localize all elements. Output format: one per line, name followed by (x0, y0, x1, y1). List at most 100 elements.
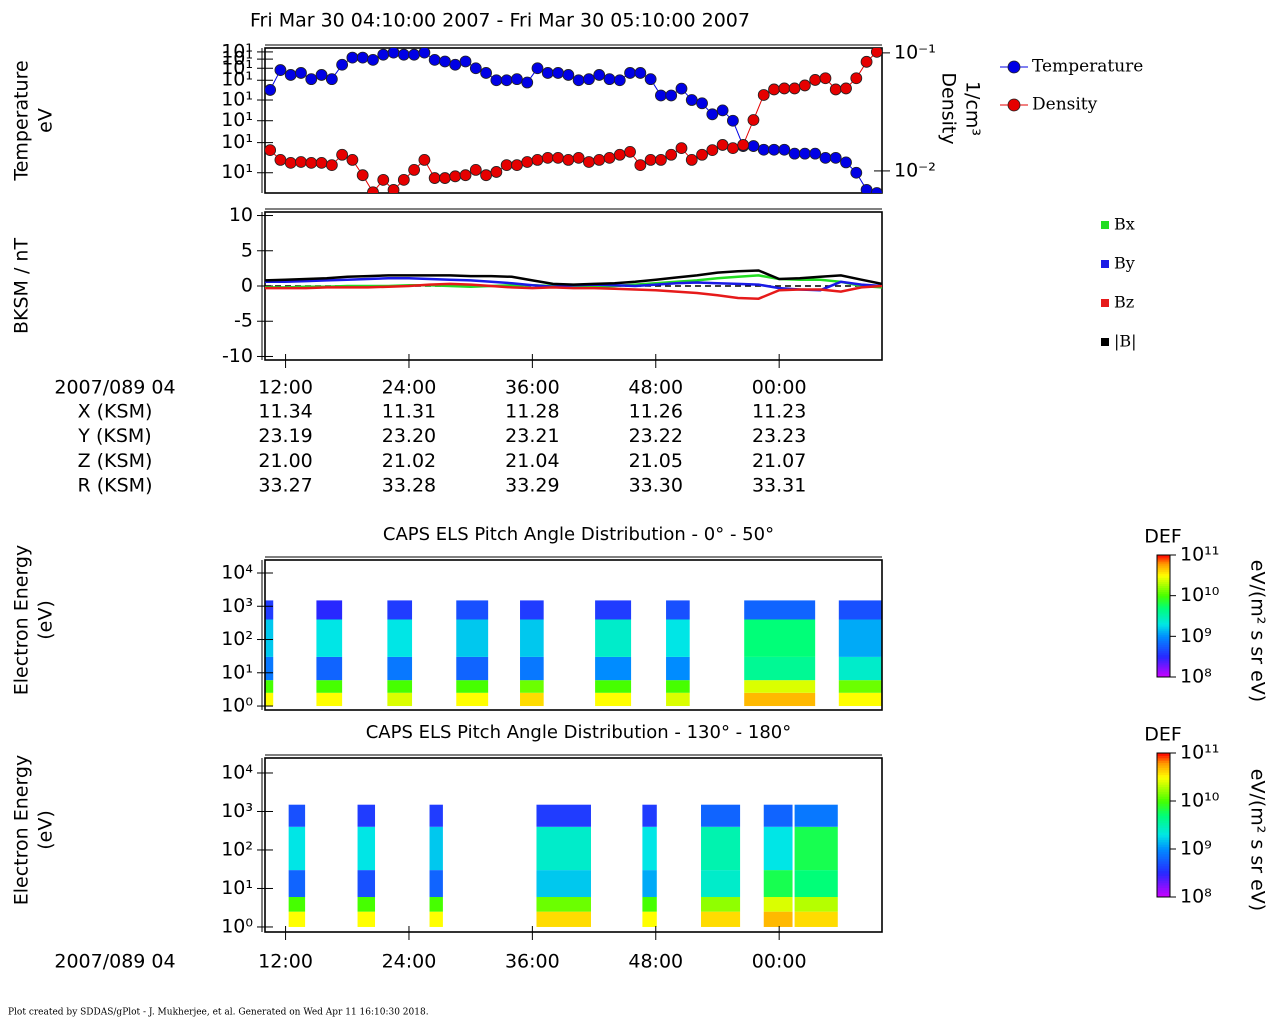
data-point (408, 48, 421, 61)
y-tick-label: 0 (241, 275, 253, 297)
ephemeris-value: 11.31 (382, 401, 436, 423)
spectrogram-cell (794, 911, 838, 927)
spectrogram-cell (357, 911, 376, 927)
spectrogram-cell (763, 826, 793, 871)
colorbar-step (1157, 841, 1170, 845)
data-point (500, 159, 513, 172)
colorbar-step (1157, 877, 1170, 881)
spectrogram-cell (536, 911, 591, 927)
colorbar-step (1157, 672, 1170, 676)
spectrogram-cell (316, 656, 343, 681)
y-axis-unit: (eV) (35, 810, 57, 850)
colorbar-step (1157, 660, 1170, 664)
data-point (387, 184, 400, 193)
colorbar-step (1157, 650, 1170, 654)
data-point (665, 89, 678, 102)
spectrogram-cell (456, 692, 489, 707)
colorbar-step (1157, 666, 1170, 670)
spectrogram-cell (838, 680, 882, 693)
x-tick-label: 00:00 (752, 951, 807, 973)
data-point (716, 139, 729, 151)
data-point (726, 142, 739, 155)
colorbar-step (1157, 634, 1170, 637)
spectrogram-cell (701, 897, 741, 912)
spectrogram-cell (357, 870, 376, 898)
spectrogram-cell (456, 619, 489, 657)
ephemeris-value: 33.29 (505, 475, 559, 497)
data-point (840, 82, 852, 95)
data-point (265, 84, 277, 96)
spectrogram-cell (838, 600, 882, 620)
data-point (459, 169, 472, 182)
data-point (788, 147, 801, 160)
colorbar-step (1157, 640, 1170, 643)
spectrogram-cell (744, 680, 816, 693)
data-point (418, 48, 431, 59)
data-point (613, 148, 626, 161)
colorbar-step (1157, 642, 1170, 645)
data-point (336, 148, 349, 161)
colorbar-step (1157, 616, 1170, 619)
colorbar-step (1157, 636, 1170, 639)
y-tick-label: 10 (229, 204, 253, 226)
spectrogram-cell (316, 619, 343, 657)
colorbar-tick-label: 10⁹ (1180, 838, 1212, 860)
colorbar-step (1157, 597, 1170, 601)
ephemeris-value: 11.23 (752, 401, 806, 423)
spectrogram-cell (763, 804, 793, 827)
data-point (521, 76, 534, 89)
ephemeris-value: 23.19 (258, 425, 312, 447)
legend-swatch (1101, 299, 1109, 307)
colorbar-step (1157, 632, 1170, 635)
colorbar-step (1157, 839, 1170, 843)
spectrogram-cell (536, 897, 591, 912)
colorbar-step (1157, 837, 1170, 840)
colorbar-step (1157, 656, 1170, 660)
colorbar-step (1157, 579, 1170, 582)
panel-title: CAPS ELS Pitch Angle Distribution - 130°… (366, 722, 792, 743)
colorbar-step (1157, 803, 1170, 807)
data-point (860, 55, 873, 68)
data-point (511, 159, 523, 172)
spectrogram-cell (744, 619, 816, 657)
colorbar-step (1157, 868, 1170, 872)
data-point (480, 169, 492, 182)
ephemeris-value: 21.00 (258, 450, 312, 472)
spectrogram-cell (642, 804, 657, 827)
y-tick-label: 10¹ (221, 48, 253, 70)
colorbar-step (1157, 622, 1170, 625)
colorbar-step (1157, 605, 1170, 609)
colorbar-step (1157, 887, 1170, 891)
ephemeris-value: 33.30 (629, 475, 683, 497)
colorbar-step (1157, 555, 1170, 558)
data-point (788, 82, 801, 95)
data-point (706, 108, 719, 121)
data-point (706, 144, 719, 157)
data-point (685, 94, 698, 106)
legend-swatch (1101, 221, 1109, 229)
colorbar-step (1157, 858, 1170, 862)
ephemeris-value: 23.21 (505, 425, 559, 447)
y2-axis-label: Density (938, 72, 960, 144)
y-tick-label: 10³ (221, 800, 253, 822)
x-tick-label: 48:00 (628, 951, 683, 973)
data-point (696, 148, 708, 161)
data-point (634, 67, 647, 79)
colorbar-step (1157, 620, 1170, 623)
ephemeris-value: 23.20 (382, 425, 436, 447)
spectrogram-cell (744, 692, 816, 707)
legend-marker (1007, 60, 1021, 74)
y-tick-label: 10² (221, 838, 253, 860)
colorbar-step (1157, 577, 1170, 580)
colorbar-step (1157, 885, 1170, 888)
spectrogram-cell (265, 600, 274, 620)
colorbar-step (1157, 767, 1170, 771)
colorbar-step (1157, 662, 1170, 666)
data-point (367, 186, 379, 193)
spectrogram-cell (387, 600, 413, 620)
colorbar-step (1157, 791, 1170, 795)
legend-label: By (1114, 254, 1135, 273)
y-axis-label: Temperature (11, 60, 33, 181)
spectrogram-cell (642, 911, 657, 927)
spectrogram-cell (595, 619, 632, 657)
